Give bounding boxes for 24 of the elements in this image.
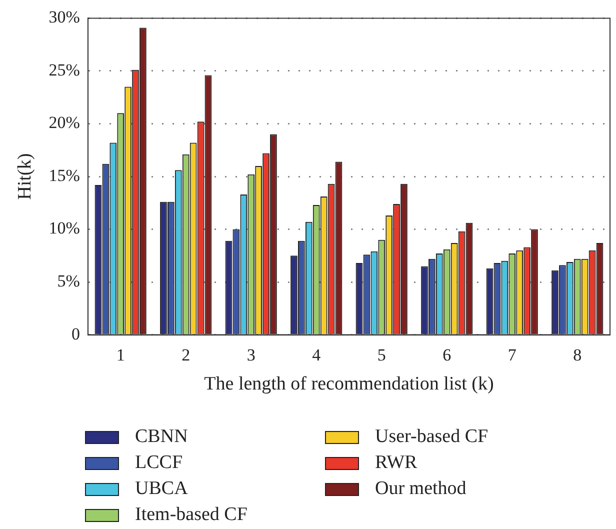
y-tick-label: 10% — [48, 218, 80, 238]
legend-label: UBCA — [135, 478, 188, 500]
x-tick-label: 3 — [246, 345, 256, 364]
y-tick-label: 15% — [48, 166, 80, 185]
legend-label: Our method — [375, 478, 466, 500]
y-tick-label: 25% — [48, 60, 80, 80]
y-tick-label: 20% — [48, 113, 80, 132]
legend-label: Item-based CF — [135, 504, 248, 526]
x-tick-label: 2 — [182, 345, 190, 364]
y-tick-label: 0 — [71, 324, 80, 344]
y-tick-label: 5% — [57, 272, 80, 290]
x-tick-label: 4 — [312, 345, 322, 364]
x-tick-label: 1 — [116, 345, 125, 364]
x-tick-label: 6 — [442, 345, 452, 364]
y-tick-label: 30% — [48, 8, 80, 27]
x-tick-label: 8 — [573, 345, 582, 364]
legend-label: User-based CF — [375, 426, 488, 448]
legend-label: RWR — [375, 452, 418, 474]
x-axis-title: The length of recommendation list (k) — [204, 374, 494, 395]
x-tick-label: 7 — [508, 345, 517, 364]
y-axis-title: Hit(k) — [14, 153, 36, 200]
legend-label: CBNN — [135, 426, 188, 448]
x-tick-label: 5 — [377, 345, 386, 364]
legend-label: LCCF — [135, 452, 183, 474]
